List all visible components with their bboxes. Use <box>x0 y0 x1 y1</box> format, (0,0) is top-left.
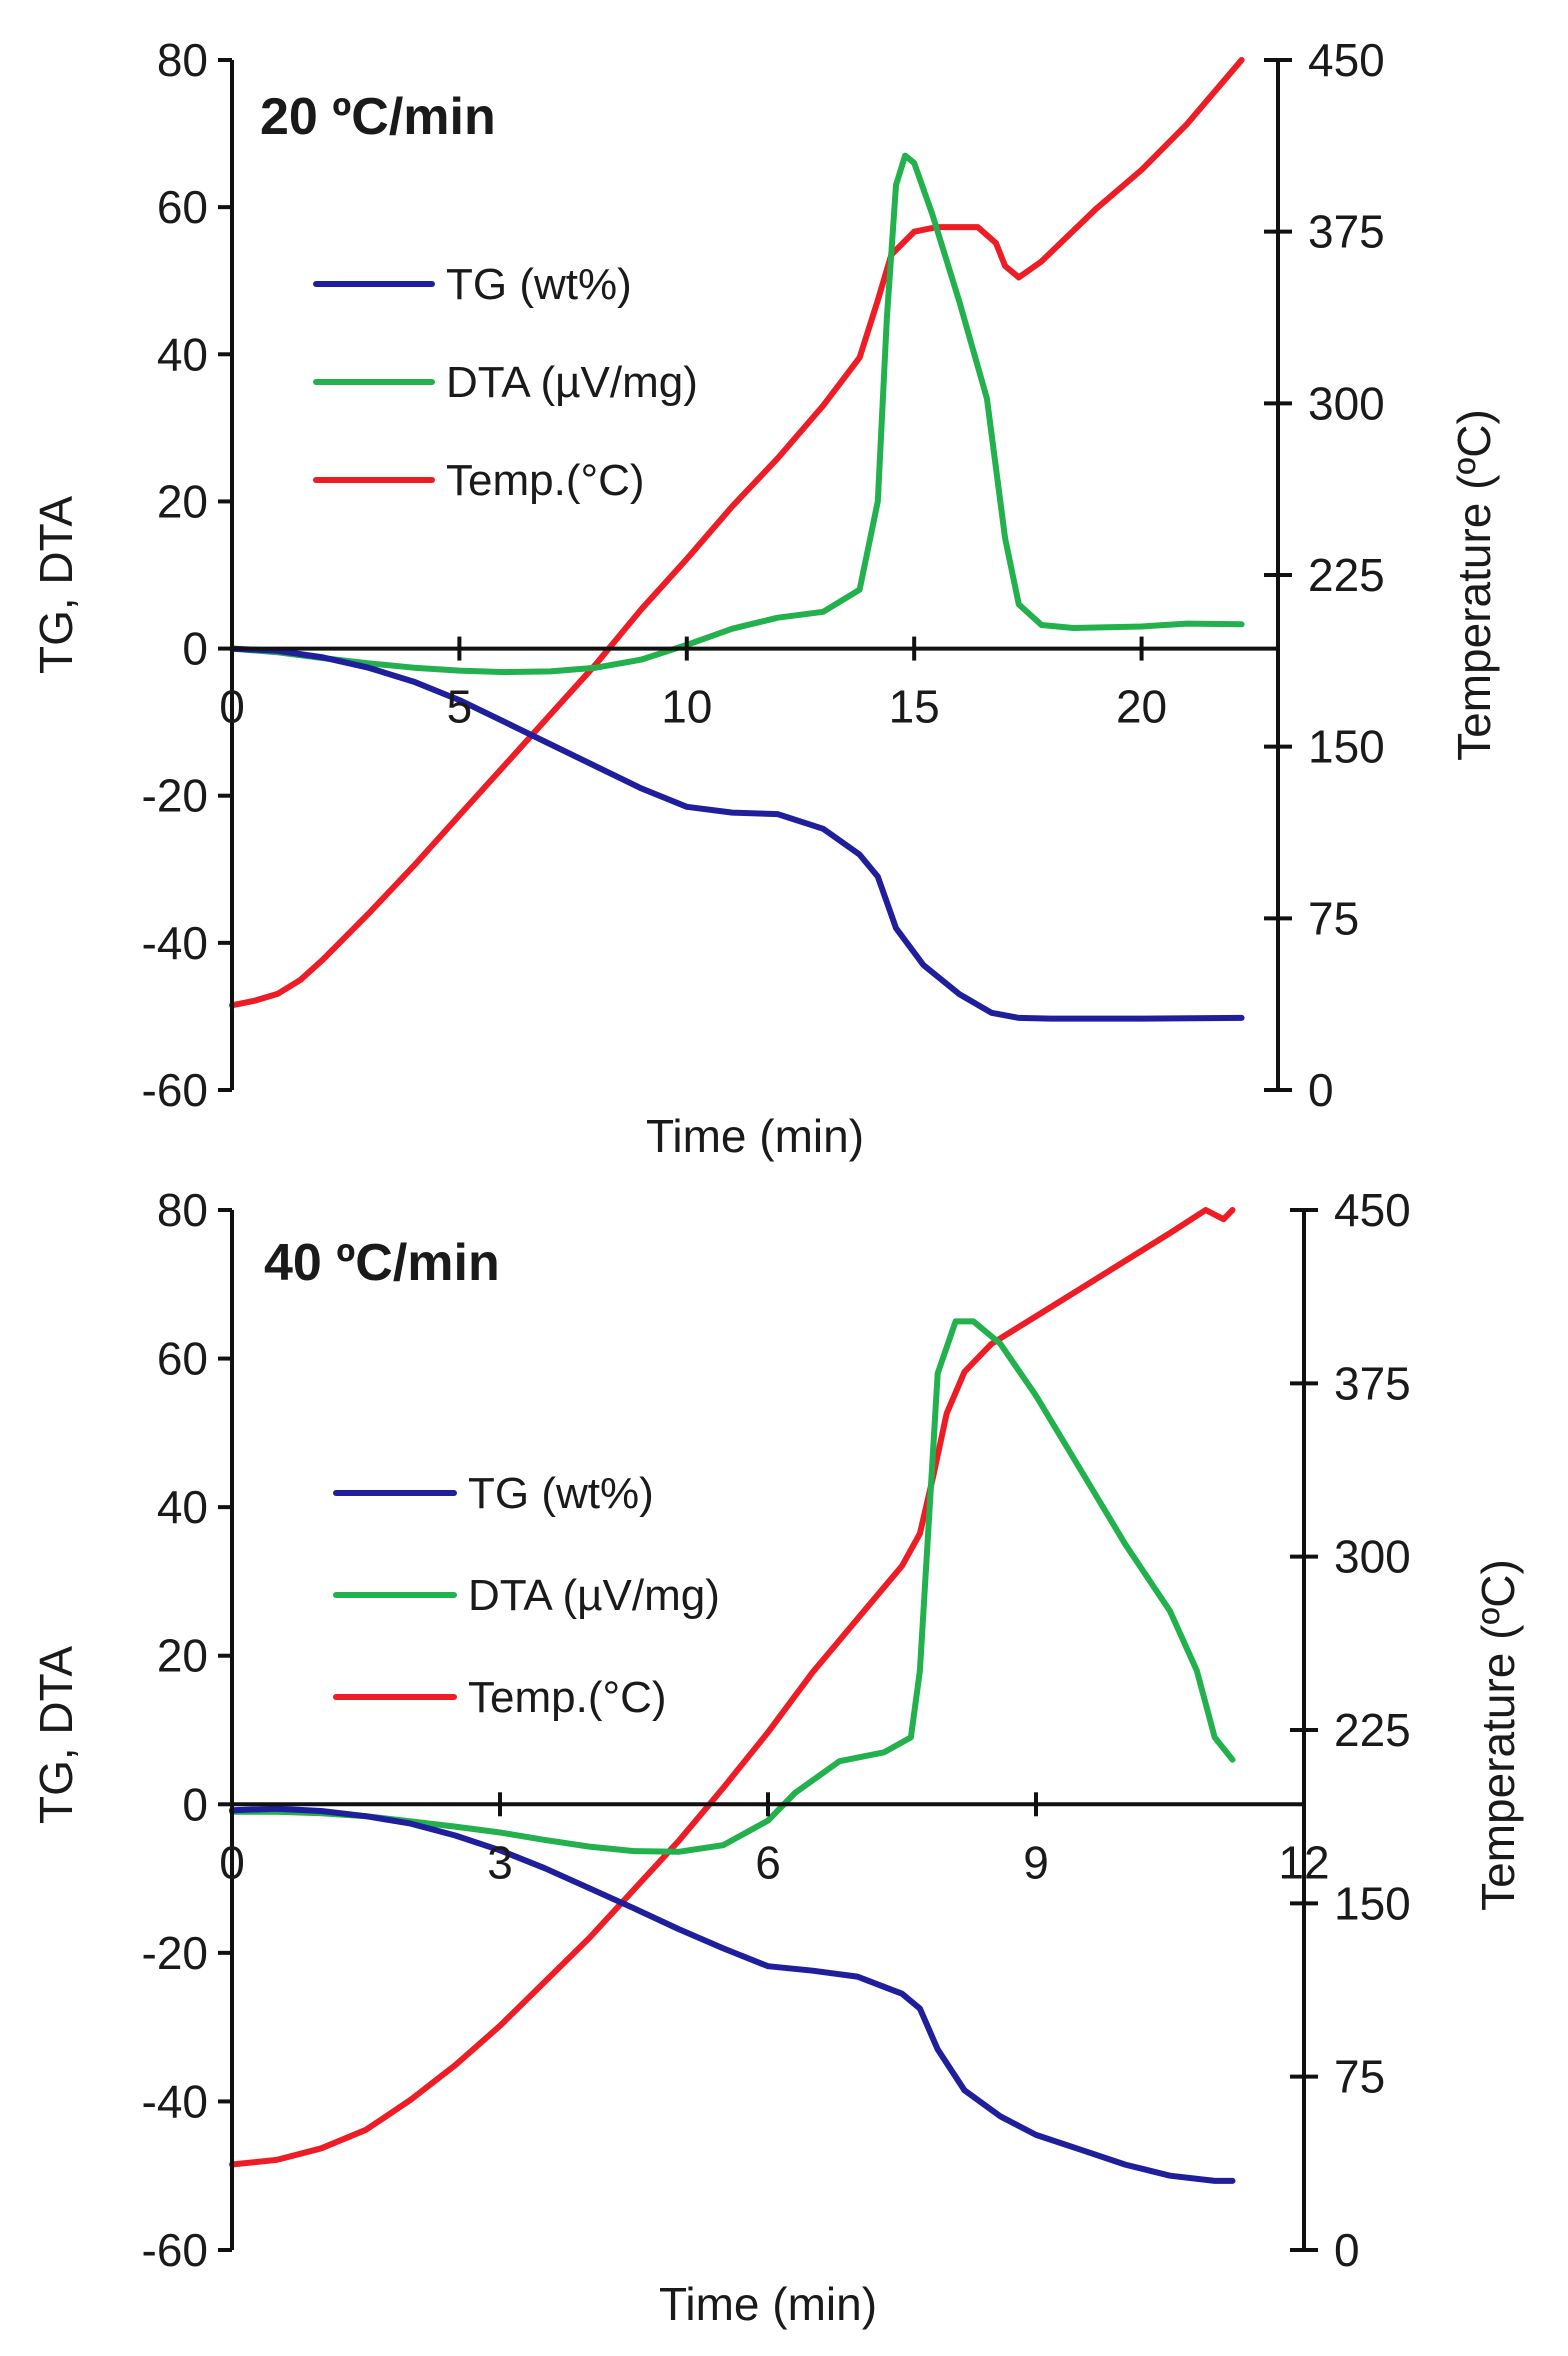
y2-axis-title: Temperature (ºC) <box>1448 409 1500 761</box>
y-tick-label: 40 <box>157 328 208 380</box>
y-tick-label: 60 <box>157 1333 208 1385</box>
x-axis-title: Time (min) <box>659 2278 877 2330</box>
y-tick-label: 80 <box>157 1184 208 1236</box>
x-tick-label: 6 <box>755 1836 781 1888</box>
y2-tick-label: 225 <box>1334 1704 1411 1756</box>
x-tick-label: 0 <box>219 1836 245 1888</box>
panel-title: 40 ºC/min <box>264 1234 500 1292</box>
y-tick-label: -60 <box>142 2224 208 2276</box>
y-tick-label: 60 <box>157 181 208 233</box>
x-tick-label: 10 <box>661 681 712 733</box>
y-tick-label: 80 <box>157 34 208 86</box>
y2-tick-label: 75 <box>1308 892 1359 944</box>
x-tick-label: 5 <box>447 681 473 733</box>
y2-axis-title: Temperature (ºC) <box>1472 1559 1524 1911</box>
x-tick-label: 12 <box>1278 1836 1329 1888</box>
y-tick-label: -40 <box>142 917 208 969</box>
y2-tick-label: 225 <box>1308 549 1385 601</box>
y2-tick-label: 450 <box>1308 34 1385 86</box>
y2-tick-label: 300 <box>1308 377 1385 429</box>
y2-tick-label: 450 <box>1334 1184 1411 1236</box>
y-tick-label: -20 <box>142 770 208 822</box>
x-tick-label: 20 <box>1116 681 1167 733</box>
x-tick-label: 9 <box>1023 1836 1049 1888</box>
y-tick-label: -60 <box>142 1064 208 1116</box>
y2-tick-label: 375 <box>1308 206 1385 258</box>
y2-tick-label: 150 <box>1334 1877 1411 1929</box>
legend-label-dta: DTA (µV/mg) <box>468 1571 720 1620</box>
x-tick-label: 3 <box>487 1836 513 1888</box>
temp-line <box>229 57 1245 1009</box>
dta-line <box>229 1318 1236 1855</box>
legend-label-temp: Temp.(°C) <box>468 1673 667 1722</box>
panel-title: 20 ºC/min <box>260 88 496 146</box>
tg-line <box>229 645 1245 1022</box>
y-axis-title: TG, DTA <box>30 496 82 674</box>
y2-tick-label: 300 <box>1334 1531 1411 1583</box>
y-tick-label: -20 <box>142 1927 208 1979</box>
y2-tick-label: 150 <box>1308 721 1385 773</box>
y2-tick-label: 0 <box>1308 1064 1334 1116</box>
legend-label-dta: DTA (µV/mg) <box>446 358 698 407</box>
x-tick-label: 15 <box>889 681 940 733</box>
y-tick-label: 20 <box>157 475 208 527</box>
legend: TG (wt%) DTA (µV/mg) Temp.(°C) <box>333 1469 720 1722</box>
y2-tick-label: 0 <box>1334 2224 1360 2276</box>
y-axis-title: TG, DTA <box>30 1646 82 1824</box>
legend-label-tg: TG (wt%) <box>446 260 632 309</box>
y2-tick-label: 75 <box>1334 2051 1385 2103</box>
legend-label-temp: Temp.(°C) <box>446 456 645 505</box>
x-axis-title: Time (min) <box>646 1110 864 1162</box>
tg-line <box>229 1805 1236 2184</box>
y2-tick-label: 375 <box>1334 1357 1411 1409</box>
dta-line <box>229 152 1245 676</box>
y-tick-label: 0 <box>182 1778 208 1830</box>
legend: TG (wt%) DTA (µV/mg) Temp.(°C) <box>313 260 698 505</box>
y-tick-label: 0 <box>182 623 208 675</box>
y-tick-label: -40 <box>142 2075 208 2127</box>
legend-label-tg: TG (wt%) <box>468 1469 654 1518</box>
y-tick-label: 40 <box>157 1481 208 1533</box>
x-tick-label: 0 <box>219 681 245 733</box>
temp-line <box>229 1207 1236 2168</box>
y-tick-label: 20 <box>157 1630 208 1682</box>
